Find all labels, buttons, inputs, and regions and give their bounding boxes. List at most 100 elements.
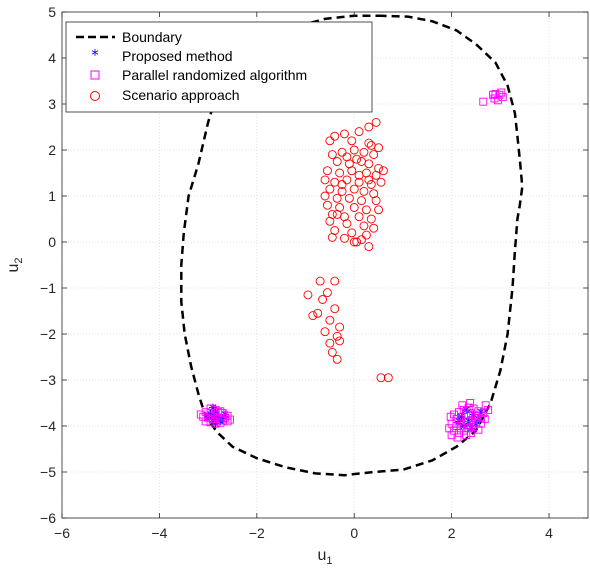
scenario-point <box>371 196 381 206</box>
scenario-point <box>376 373 386 383</box>
scenario-point <box>332 157 342 166</box>
scenario-point <box>318 295 328 304</box>
parallel-point <box>456 424 465 433</box>
scenario-point <box>313 308 323 318</box>
scenario-point <box>347 136 357 146</box>
parallel-point <box>447 431 456 440</box>
tick-marks <box>61 11 588 519</box>
y-tick-label: 5 <box>48 4 56 20</box>
scenario-point <box>308 311 318 321</box>
scenario-point <box>330 131 340 141</box>
parallel-point <box>467 428 476 437</box>
scenario-point <box>320 191 330 201</box>
proposed-point-stroke <box>462 406 470 414</box>
y-tick-label: −5 <box>40 464 56 480</box>
x-axis-label-sub: 1 <box>326 555 332 567</box>
scenario-point <box>315 276 325 286</box>
scenario-point <box>322 288 332 298</box>
scenario-point <box>327 347 337 357</box>
scenario-point <box>354 177 364 187</box>
x-tick-label: −4 <box>151 525 167 541</box>
scenario-point <box>364 242 374 252</box>
scenario-point <box>354 127 364 137</box>
scenario-point <box>335 168 345 178</box>
scenario-point <box>374 205 384 215</box>
parallel-point <box>489 90 497 99</box>
y-tick-label: 3 <box>48 96 56 112</box>
scenario-point <box>337 180 347 189</box>
parallel-point <box>497 88 506 97</box>
scenario-point <box>371 170 381 180</box>
scenario-point <box>376 177 386 187</box>
parallel-point <box>226 415 234 424</box>
scenario-point <box>349 203 359 212</box>
y-tick-label: 4 <box>48 50 56 66</box>
scenario-point <box>320 327 330 337</box>
scenario-point <box>349 145 359 155</box>
parallel-point <box>493 96 502 105</box>
parallel-point <box>196 410 205 419</box>
scenario-point <box>364 122 374 132</box>
scenario-point <box>366 214 376 224</box>
y-axis-label-main: u <box>5 264 22 273</box>
scenario-point <box>354 170 364 180</box>
parallel-point <box>221 413 230 422</box>
scenario-point <box>359 221 369 231</box>
data-layer <box>180 14 524 477</box>
parallel-point <box>199 412 208 421</box>
proposed-point-stroke <box>455 418 463 425</box>
scenario-point <box>342 152 352 162</box>
scenario-point <box>325 184 335 194</box>
parallel-point <box>466 399 475 407</box>
y-tick-label: 1 <box>48 188 56 204</box>
x-tick-label: −6 <box>54 525 70 541</box>
scenario-point <box>325 315 335 325</box>
parallel-point <box>472 411 480 420</box>
scenario-point <box>374 143 384 153</box>
parallel-point <box>458 401 467 410</box>
parallel-point <box>481 401 490 410</box>
parallel-point <box>446 412 455 421</box>
legend-parallel-swatch <box>90 70 100 80</box>
scenario-point <box>332 193 342 203</box>
scenario-point <box>359 186 369 196</box>
y-axis-label-sub: 2 <box>13 257 25 263</box>
scenario-point <box>322 200 332 210</box>
x-tick-label: 2 <box>448 525 456 541</box>
legend-parallel-label: Parallel randomized algorithm <box>122 67 307 83</box>
parallel-point <box>216 418 225 427</box>
scenario-point <box>369 223 379 233</box>
parallel-point <box>469 422 478 431</box>
legend-proposed-label: Proposed method <box>122 48 233 64</box>
scenario-point <box>335 322 345 332</box>
scenario-point <box>344 193 354 203</box>
scenario-point <box>335 336 345 346</box>
scenario-point <box>342 175 352 185</box>
scenario-point <box>383 373 393 383</box>
scenario-point <box>325 216 335 226</box>
y-tick-label: −6 <box>40 510 56 526</box>
parallel-point <box>484 405 493 414</box>
parallel-point <box>471 413 479 422</box>
parallel-point <box>206 418 215 427</box>
scenario-point <box>337 186 347 196</box>
scenario-point <box>364 159 374 169</box>
legend-boundary-label: Boundary <box>122 29 182 45</box>
y-tick-label: 2 <box>48 142 56 158</box>
legend-proposed-swatch: * <box>91 46 99 64</box>
x-tick-label: −2 <box>249 525 265 541</box>
legend-scenario-label: Scenario approach <box>122 87 240 103</box>
x-axis-label-main: u <box>317 547 326 564</box>
scenario-point <box>361 205 371 215</box>
scenario-point <box>352 237 362 247</box>
axes-frame <box>61 11 589 519</box>
parallel-point <box>201 417 210 426</box>
scenario-point <box>337 147 347 157</box>
scenario-point <box>366 180 376 189</box>
scenario-point <box>327 150 337 160</box>
scenario-point <box>359 147 369 157</box>
y-tick-label: −2 <box>40 326 56 342</box>
scenario-point <box>340 129 349 139</box>
scenario-point <box>347 166 357 176</box>
x-tick-label: 4 <box>545 525 553 541</box>
